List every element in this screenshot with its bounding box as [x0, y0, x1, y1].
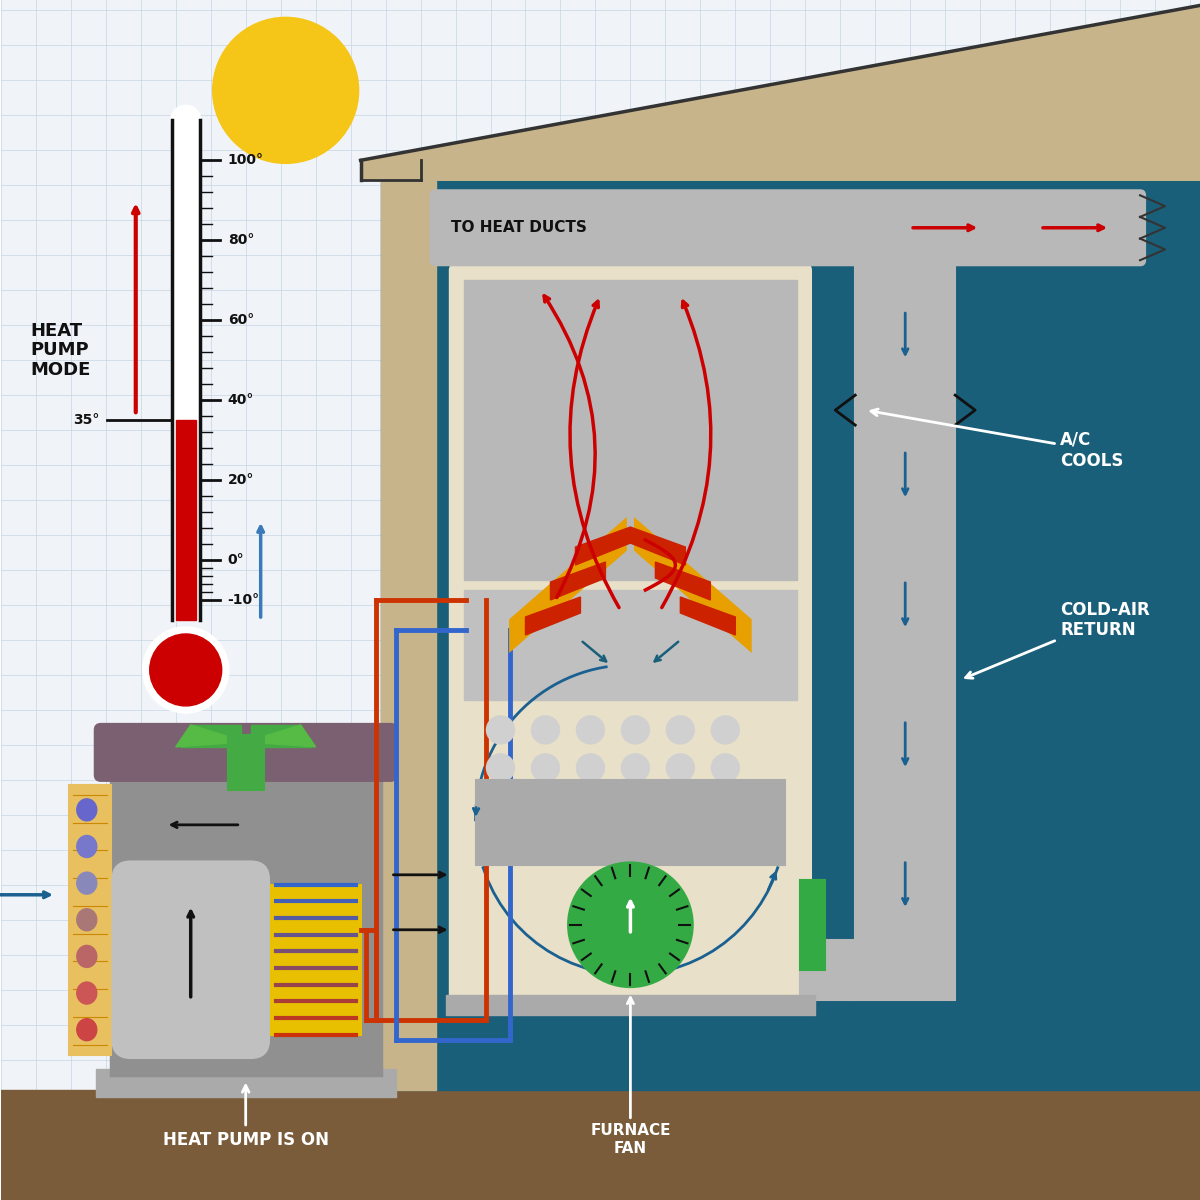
Text: FURNACE
FAN: FURNACE FAN [590, 997, 671, 1156]
Polygon shape [655, 562, 710, 600]
Polygon shape [191, 725, 241, 739]
Polygon shape [510, 520, 625, 650]
Circle shape [666, 716, 695, 744]
Bar [800, 880, 826, 970]
Bar [68, 785, 110, 1055]
Bar [856, 265, 955, 1000]
Bar [463, 281, 797, 580]
Circle shape [622, 754, 649, 782]
Bar [1, 1090, 1200, 1200]
Text: -10°: -10° [228, 593, 260, 607]
Polygon shape [636, 520, 750, 650]
Circle shape [576, 716, 605, 744]
Ellipse shape [77, 908, 97, 931]
Circle shape [666, 754, 695, 782]
Bar [96, 1069, 396, 1097]
Text: COLD-AIR
RETURN: COLD-AIR RETURN [966, 600, 1150, 678]
Circle shape [486, 754, 515, 782]
Polygon shape [630, 527, 685, 565]
Polygon shape [551, 562, 606, 600]
Text: 0°: 0° [228, 553, 245, 568]
Circle shape [712, 754, 739, 782]
Polygon shape [526, 598, 581, 635]
Bar [380, 180, 436, 1090]
FancyBboxPatch shape [113, 862, 269, 1057]
Text: A/C
COOLS: A/C COOLS [871, 409, 1123, 469]
Polygon shape [360, 161, 420, 180]
Bar [110, 764, 380, 1075]
Text: 35°: 35° [73, 413, 100, 427]
Circle shape [576, 754, 605, 782]
FancyBboxPatch shape [450, 265, 810, 1004]
Bar [172, 120, 199, 620]
Circle shape [532, 754, 559, 782]
FancyBboxPatch shape [431, 191, 1145, 265]
Circle shape [712, 716, 739, 744]
Text: HEAT
PUMP
MODE: HEAT PUMP MODE [31, 322, 91, 378]
Ellipse shape [77, 872, 97, 894]
Circle shape [172, 107, 199, 134]
Bar [463, 590, 797, 700]
Polygon shape [260, 739, 311, 746]
FancyBboxPatch shape [95, 724, 396, 781]
Text: 20°: 20° [228, 473, 254, 487]
Circle shape [214, 18, 358, 162]
Circle shape [532, 716, 559, 744]
Text: HEAT PUMP IS ON: HEAT PUMP IS ON [163, 1086, 329, 1148]
Circle shape [622, 716, 649, 744]
Text: 80°: 80° [228, 233, 254, 247]
Circle shape [569, 863, 692, 986]
Bar [175, 420, 196, 620]
Ellipse shape [77, 982, 97, 1004]
Bar [380, 180, 1200, 1090]
Bar [800, 940, 856, 1000]
Text: 40°: 40° [228, 394, 254, 407]
Bar [271, 884, 360, 1034]
Bar [445, 995, 815, 1015]
Polygon shape [251, 725, 301, 739]
Bar [475, 780, 785, 865]
Polygon shape [576, 527, 630, 565]
Polygon shape [246, 725, 316, 746]
Polygon shape [175, 725, 246, 746]
Circle shape [144, 628, 228, 712]
Polygon shape [680, 598, 736, 635]
Text: TO HEAT DUCTS: TO HEAT DUCTS [450, 221, 587, 235]
Bar [228, 734, 264, 790]
Ellipse shape [77, 946, 97, 967]
Text: 60°: 60° [228, 313, 254, 328]
Polygon shape [360, 6, 1200, 180]
Polygon shape [181, 739, 230, 746]
Ellipse shape [77, 799, 97, 821]
Text: 100°: 100° [228, 154, 264, 167]
Circle shape [150, 634, 222, 706]
Ellipse shape [77, 1019, 97, 1040]
Circle shape [486, 716, 515, 744]
Ellipse shape [77, 835, 97, 858]
